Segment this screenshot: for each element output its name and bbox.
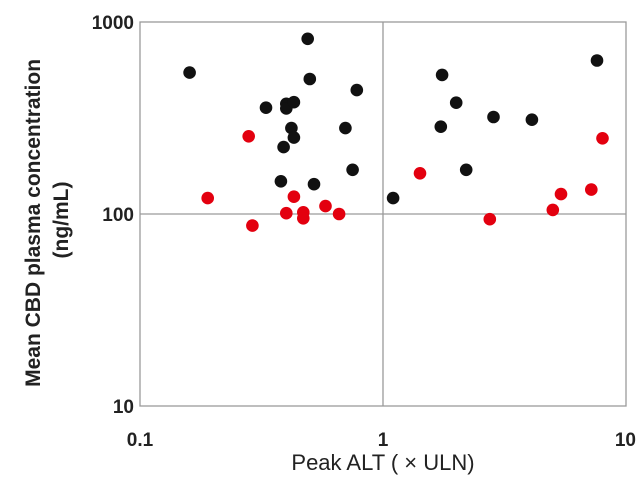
data-point-series-0-9 [287, 131, 301, 144]
data-point-series-0-17 [449, 96, 463, 109]
data-point-series-0-16 [435, 68, 449, 82]
data-point-series-1-3 [280, 206, 293, 220]
data-point-series-1-13 [585, 183, 598, 196]
x-axis-label: Peak ALT ( × ULN) [291, 450, 474, 475]
data-point-series-0-15 [386, 191, 400, 205]
data-point-series-0-14 [346, 163, 359, 177]
plot-frame [139, 21, 627, 407]
data-point-series-0-10 [277, 140, 290, 154]
data-point-series-0-3 [259, 101, 273, 114]
data-point-series-1-1 [242, 130, 255, 143]
y-tick-label: 10 [113, 397, 134, 418]
data-point-series-0-18 [434, 120, 448, 133]
data-point-series-1-6 [297, 212, 310, 225]
x-tick-labels: 0.1 1 10 [127, 430, 636, 451]
data-point-series-0-7 [350, 83, 364, 97]
data-point-series-0-20 [525, 113, 539, 126]
data-point-series-0-2 [303, 72, 317, 86]
data-point-series-0-19 [487, 110, 500, 124]
y-tick-label: 1000 [92, 13, 134, 34]
x-tick-label: 10 [615, 430, 636, 451]
y-axis-label-line-2: (ng/mL) [50, 182, 73, 259]
data-point-series-1-9 [413, 167, 427, 180]
reference-lines [140, 22, 626, 406]
points-layer [183, 32, 609, 232]
data-point-series-0-11 [339, 121, 352, 135]
y-tick-label: 100 [102, 205, 134, 226]
data-point-series-1-2 [246, 219, 259, 232]
y-axis-label-line-1: Mean CBD plasma concentration [22, 59, 45, 387]
data-point-series-0-13 [307, 177, 321, 191]
data-point-series-0-0 [183, 66, 196, 79]
x-tick-label: 1 [378, 430, 389, 451]
data-point-series-0-6 [287, 95, 301, 109]
data-point-series-0-1 [301, 32, 315, 46]
data-point-series-1-0 [201, 191, 214, 205]
data-point-series-0-22 [590, 54, 604, 67]
data-point-series-0-21 [459, 163, 473, 177]
data-point-series-0-8 [285, 121, 298, 135]
y-axis-label: Mean CBD plasma concentration (ng/mL) [22, 53, 73, 387]
data-point-series-1-10 [483, 212, 497, 226]
data-point-series-0-12 [274, 175, 288, 188]
y-tick-labels: 10 100 1000 [92, 13, 134, 418]
data-point-series-1-14 [596, 132, 609, 145]
data-point-series-1-11 [546, 203, 560, 217]
data-point-series-1-8 [332, 207, 346, 221]
data-point-series-1-4 [287, 190, 301, 203]
x-tick-label: 0.1 [127, 430, 154, 451]
data-point-series-1-12 [554, 187, 568, 201]
data-point-series-1-7 [319, 199, 332, 213]
